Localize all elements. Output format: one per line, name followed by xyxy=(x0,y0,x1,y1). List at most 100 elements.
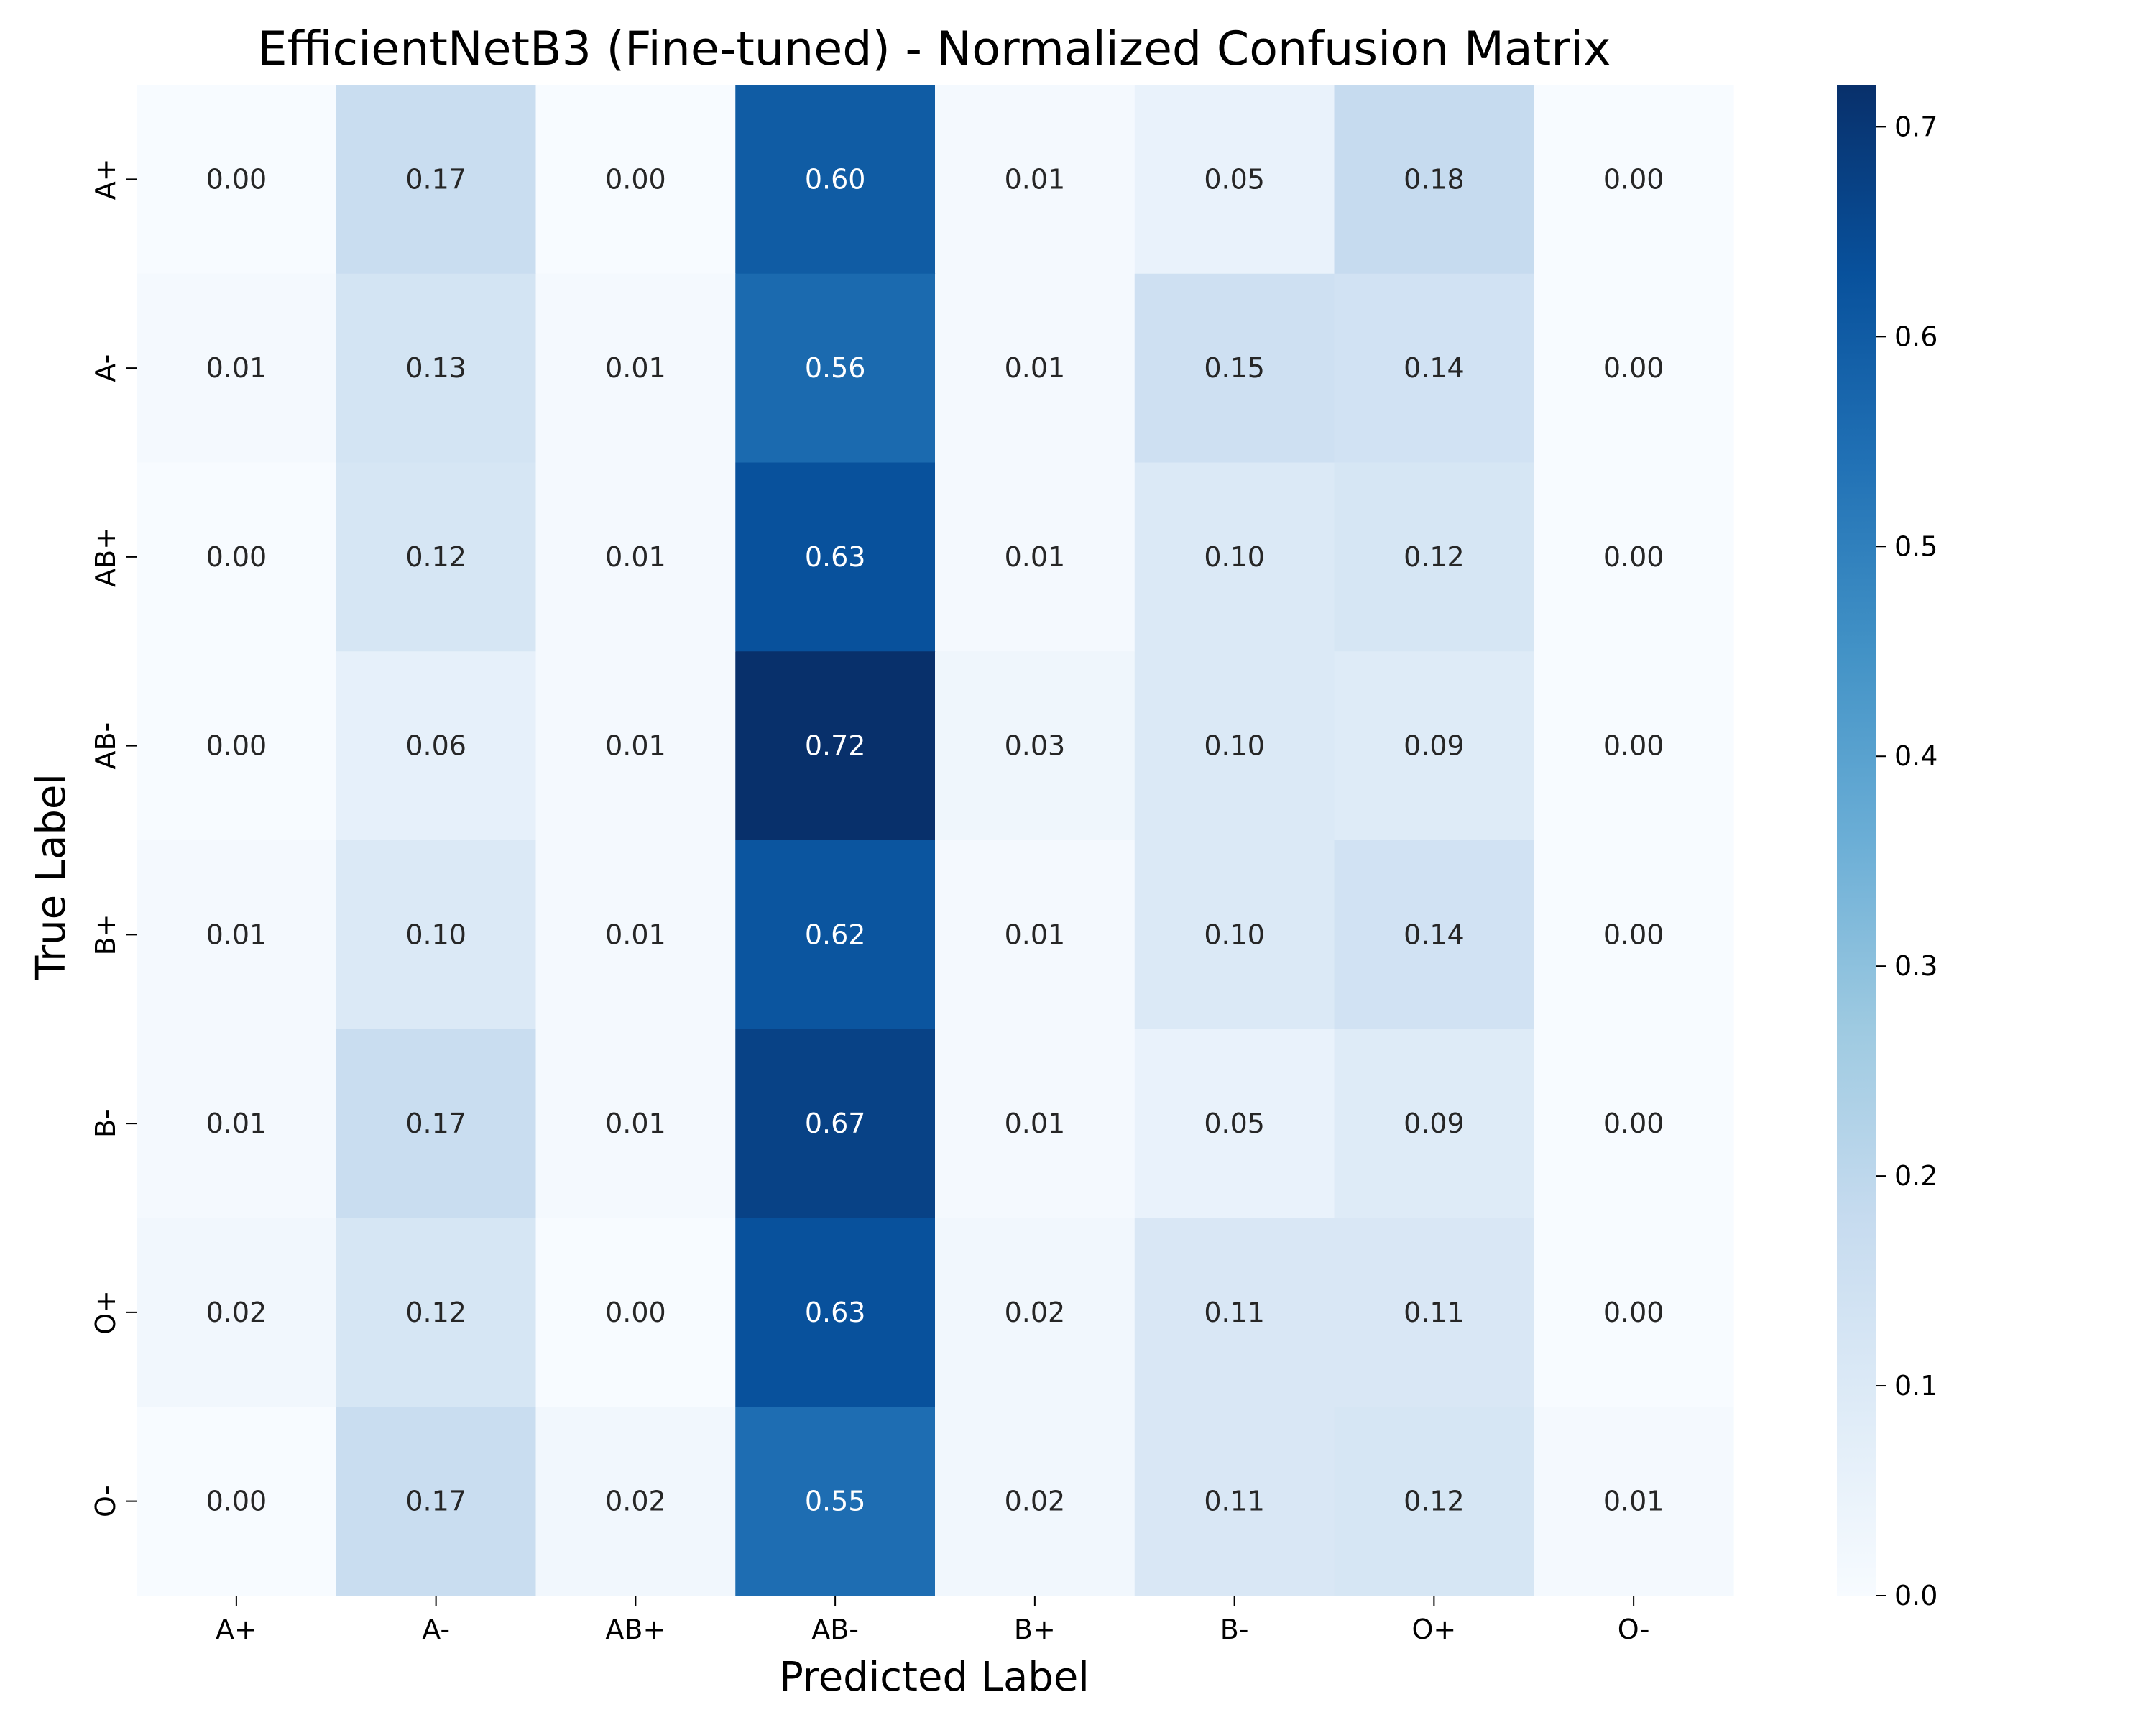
heatmap-cells xyxy=(137,85,1734,1596)
cell-value-label: 0.00 xyxy=(605,1297,666,1328)
cell-value-label: 0.02 xyxy=(605,1486,666,1517)
heatmap-cell xyxy=(1534,840,1734,1030)
colorbar-tick-label: 0.0 xyxy=(1894,1580,1938,1611)
cell-value-label: 0.63 xyxy=(805,1297,866,1328)
heatmap-cell xyxy=(1134,651,1335,841)
cell-value-label: 0.02 xyxy=(1005,1297,1066,1328)
cell-value-label: 0.06 xyxy=(405,730,466,762)
x-tick-label: AB- xyxy=(811,1614,859,1645)
heatmap-cell xyxy=(1134,1407,1335,1596)
heatmap-cell xyxy=(1534,1029,1734,1219)
heatmap-cell xyxy=(735,85,936,275)
cell-value-label: 0.03 xyxy=(1005,730,1066,762)
cell-value-label: 0.02 xyxy=(1005,1486,1066,1517)
heatmap-cell xyxy=(336,651,537,841)
heatmap-cell xyxy=(535,1029,736,1219)
chart-title: EfficientNetB3 (Fine-tuned) - Normalized… xyxy=(258,22,1611,76)
heatmap-cell xyxy=(1134,1218,1335,1407)
colorbar: 0.0 0.1 0.2 0.3 0.4 0.5 0.6 0.7 xyxy=(1837,85,1938,1611)
heatmap-cell xyxy=(1534,85,1734,275)
cell-value-label: 0.11 xyxy=(1204,1486,1265,1517)
heatmap-cell xyxy=(1334,1407,1534,1596)
y-tick-label: O+ xyxy=(90,1290,121,1335)
heatmap-cell xyxy=(336,273,537,464)
heatmap-cell xyxy=(935,85,1135,275)
heatmap-cell xyxy=(137,1218,337,1407)
cell-value-label: 0.00 xyxy=(206,541,267,573)
x-tick-label: A+ xyxy=(216,1614,257,1645)
heatmap-cell xyxy=(336,1407,537,1596)
x-axis-ticks: A+ A- AB+ AB- B+ B- O+ O- xyxy=(216,1596,1650,1645)
cell-value-label: 0.17 xyxy=(405,163,466,195)
cell-value-label: 0.56 xyxy=(805,352,866,384)
y-tick-label: A- xyxy=(90,354,121,382)
cell-value-label: 0.00 xyxy=(206,163,267,195)
cell-value-label: 0.00 xyxy=(1603,541,1664,573)
cell-value-label: 0.00 xyxy=(1603,1108,1664,1139)
cell-value-label: 0.01 xyxy=(1005,1108,1066,1139)
heatmap-cell xyxy=(1534,1407,1734,1596)
heatmap-cell xyxy=(735,273,936,464)
heatmap-cell xyxy=(535,1218,736,1407)
heatmap-cell xyxy=(1534,651,1734,841)
cell-value-label: 0.00 xyxy=(1603,919,1664,950)
cell-value-label: 0.01 xyxy=(1005,352,1066,384)
heatmap-cell xyxy=(735,1029,936,1219)
cell-value-label: 0.00 xyxy=(206,730,267,762)
cell-value-label: 0.12 xyxy=(405,541,466,573)
cell-value-label: 0.01 xyxy=(206,919,267,950)
heatmap-cell xyxy=(1134,85,1335,275)
cell-value-label: 0.12 xyxy=(1404,1486,1465,1517)
colorbar-tick-label: 0.3 xyxy=(1894,950,1938,982)
heatmap-cell xyxy=(1334,840,1534,1030)
x-tick-label: B- xyxy=(1220,1614,1249,1645)
heatmap-cell xyxy=(935,462,1135,652)
cell-value-label: 0.05 xyxy=(1204,163,1265,195)
cell-value-label: 0.60 xyxy=(805,163,866,195)
heatmap-cell xyxy=(735,1218,936,1407)
cell-value-label: 0.00 xyxy=(206,1486,267,1517)
cell-value-label: 0.18 xyxy=(1404,163,1465,195)
y-axis-ticks: A+ A- AB+ AB- B+ B- O+ O- xyxy=(90,158,137,1517)
cell-value-label: 0.12 xyxy=(405,1297,466,1328)
cell-value-label: 0.01 xyxy=(1005,163,1066,195)
heatmap-cell xyxy=(1134,462,1335,652)
cell-value-label: 0.01 xyxy=(605,730,666,762)
cell-value-label: 0.01 xyxy=(1005,541,1066,573)
heatmap-cell xyxy=(535,651,736,841)
cell-value-label: 0.01 xyxy=(1005,919,1066,950)
heatmap-cell xyxy=(137,840,337,1030)
heatmap-cell xyxy=(137,85,337,275)
heatmap-cell xyxy=(336,462,537,652)
heatmap-cell xyxy=(535,462,736,652)
heatmap-cell xyxy=(1134,1029,1335,1219)
x-tick-label: O- xyxy=(1618,1614,1650,1645)
cell-value-label: 0.17 xyxy=(405,1108,466,1139)
cell-value-label: 0.01 xyxy=(605,541,666,573)
heatmap-cell xyxy=(735,840,936,1030)
heatmap-cell xyxy=(935,840,1135,1030)
colorbar-tick-label: 0.7 xyxy=(1894,111,1938,142)
cell-value-label: 0.00 xyxy=(605,163,666,195)
x-axis-label: Predicted Label xyxy=(779,1654,1089,1701)
heatmap-cell xyxy=(935,651,1135,841)
y-tick-label: A+ xyxy=(90,158,121,200)
y-tick-label: O- xyxy=(90,1485,121,1517)
heatmap-cell xyxy=(336,840,537,1030)
cell-value-label: 0.10 xyxy=(1204,541,1265,573)
cell-value-label: 0.72 xyxy=(805,730,866,762)
heatmap-cell xyxy=(137,651,337,841)
colorbar-tick-label: 0.4 xyxy=(1894,740,1938,772)
heatmap-cell xyxy=(935,1407,1135,1596)
cell-value-label: 0.13 xyxy=(405,352,466,384)
y-tick-label: AB+ xyxy=(90,527,121,587)
cell-value-label: 0.11 xyxy=(1404,1297,1465,1328)
cell-value-label: 0.10 xyxy=(405,919,466,950)
heatmap-cell xyxy=(1134,273,1335,464)
cell-value-label: 0.67 xyxy=(805,1108,866,1139)
x-tick-label: B+ xyxy=(1014,1614,1056,1645)
cell-value-label: 0.17 xyxy=(405,1486,466,1517)
cell-value-label: 0.01 xyxy=(605,352,666,384)
heatmap-cell xyxy=(735,462,936,652)
